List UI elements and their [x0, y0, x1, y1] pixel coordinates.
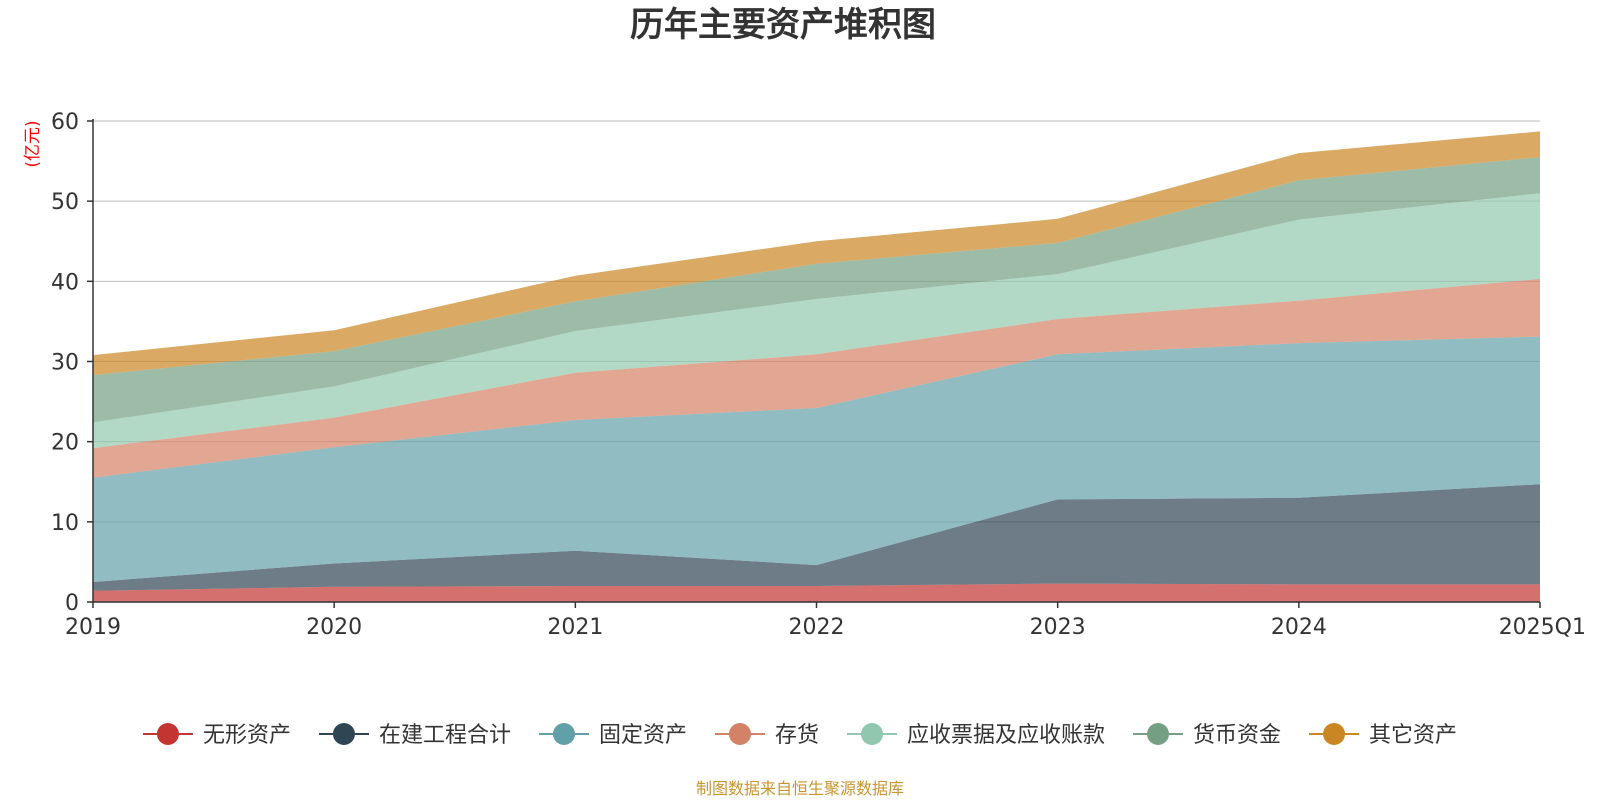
- legend-label: 存货: [775, 723, 819, 748]
- legend-marker: [861, 723, 884, 745]
- legend: 无形资产 在建工程合计 固定资产 存货 应收票据及应收账款 货币资金 其它资产: [142, 723, 1457, 748]
- legend-marker: [552, 723, 575, 745]
- area-series-7: [93, 131, 1540, 376]
- source-note: 制图数据来自恒生聚源数据库: [696, 779, 904, 798]
- legend-marker: [728, 723, 751, 745]
- x-tick-label: 2019: [65, 615, 121, 640]
- y-tick-label: 0: [65, 591, 79, 616]
- legend-item-1[interactable]: 无形资产: [142, 723, 291, 748]
- legend-label: 应收票据及应收账款: [907, 723, 1105, 748]
- area-series-2: [93, 484, 1540, 591]
- x-tick-label: 2024: [1271, 615, 1327, 640]
- chart-title: 历年主要资产堆积图: [630, 5, 936, 45]
- area-series-group: [93, 131, 1540, 602]
- y-tick-label: 20: [51, 431, 79, 456]
- legend-marker: [1323, 723, 1346, 745]
- legend-label: 在建工程合计: [379, 723, 511, 748]
- x-tick-label: 2022: [789, 615, 845, 640]
- area-series-4: [93, 278, 1540, 478]
- legend-item-7[interactable]: 其它资产: [1309, 723, 1457, 748]
- y-tick-label: 50: [51, 190, 79, 215]
- area-series-3: [93, 336, 1540, 582]
- x-tick-label: 2020: [306, 615, 362, 640]
- legend-item-2[interactable]: 在建工程合计: [318, 723, 511, 748]
- y-tick-label: 60: [51, 110, 79, 135]
- area-series-1: [93, 583, 1540, 602]
- y-tick-label: 30: [51, 351, 79, 376]
- x-tick-label: 2023: [1030, 615, 1086, 640]
- axes: 0 10 20 30 40 50 60 2019 2020 2021 2022 2023 2024 202…: [51, 110, 1586, 640]
- y-tick-label: 40: [51, 270, 79, 295]
- legend-item-3[interactable]: 固定资产: [538, 723, 687, 748]
- y-axis-unit-label: (亿元): [23, 120, 43, 167]
- legend-marker: [156, 723, 179, 745]
- area-series-5: [93, 193, 1540, 449]
- y-tick-label: 10: [51, 511, 79, 536]
- legend-label: 其它资产: [1369, 723, 1457, 748]
- legend-item-6[interactable]: 货币资金: [1133, 723, 1281, 748]
- x-tick-label: 2021: [547, 615, 603, 640]
- legend-item-5[interactable]: 应收票据及应收账款: [847, 723, 1105, 748]
- area-series-6: [93, 157, 1540, 423]
- legend-label: 货币资金: [1193, 723, 1281, 748]
- legend-label: 固定资产: [599, 723, 687, 748]
- legend-item-4[interactable]: 存货: [714, 723, 819, 748]
- x-tick-label: 2025Q1: [1499, 615, 1586, 640]
- legend-label: 无形资产: [203, 723, 291, 748]
- legend-marker: [332, 723, 355, 745]
- legend-marker: [1147, 723, 1170, 745]
